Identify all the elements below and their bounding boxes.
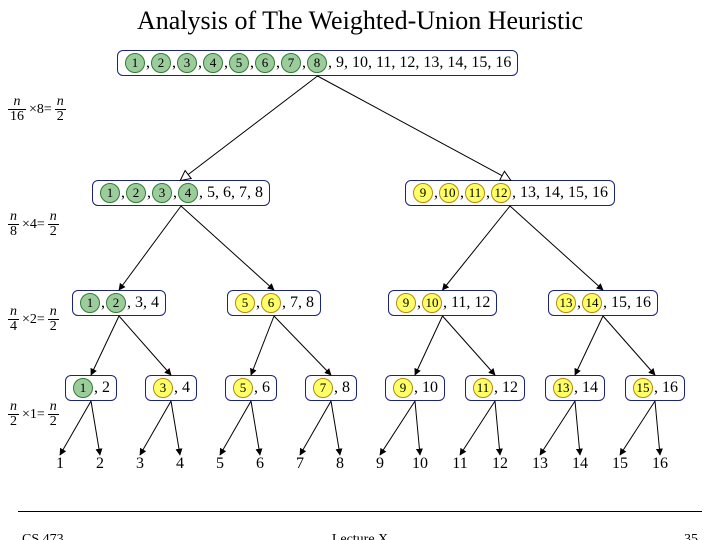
leaf-4: 4 <box>168 455 192 473</box>
tree-node-L3a: 1, 2 <box>65 375 117 401</box>
leaf-14: 14 <box>568 455 592 473</box>
circled-number: 11 <box>465 183 485 203</box>
node-tail: , 15, 16 <box>603 294 651 312</box>
tree-node-L2a: 1, 2, 3, 4 <box>72 290 166 316</box>
circled-number: 5 <box>229 53 249 73</box>
formula-2: n4×2=n2 <box>8 305 59 334</box>
node-tail: , 12 <box>494 379 518 397</box>
leaf-5: 5 <box>208 455 232 473</box>
tree-node-L3d: 7, 8 <box>305 375 357 401</box>
circled-number: 9 <box>396 293 416 313</box>
leaf-10: 10 <box>408 455 432 473</box>
tree-node-L3h: 15, 16 <box>625 375 685 401</box>
node-tail: , 5, 6, 7, 8 <box>199 184 263 202</box>
circled-number: 5 <box>233 378 253 398</box>
circled-number: 1 <box>100 183 120 203</box>
footer-rule <box>18 511 702 512</box>
circled-number: 15 <box>633 378 653 398</box>
circled-number: 7 <box>281 53 301 73</box>
node-tail: , 6 <box>254 379 270 397</box>
circled-number: 3 <box>152 183 172 203</box>
circled-number: 10 <box>439 183 459 203</box>
leaf-13: 13 <box>528 455 552 473</box>
leaf-6: 6 <box>248 455 272 473</box>
footer-right: 35 <box>684 532 698 540</box>
node-tail: , 14 <box>574 379 598 397</box>
circled-number: 4 <box>203 53 223 73</box>
formula-1: n8×4=n2 <box>8 210 59 239</box>
circled-number: 7 <box>313 378 333 398</box>
tree-node-L2d: 13, 14, 15, 16 <box>548 290 658 316</box>
leaf-3: 3 <box>128 455 152 473</box>
tree-node-L1a: 1, 2, 3, 4, 5, 6, 7, 8 <box>92 180 270 206</box>
leaf-2: 2 <box>88 455 112 473</box>
circled-number: 5 <box>235 293 255 313</box>
leaf-16: 16 <box>648 455 672 473</box>
circled-number: 3 <box>177 53 197 73</box>
node-tail: , 8 <box>334 379 350 397</box>
page-title: Analysis of The Weighted-Union Heuristic <box>0 6 720 36</box>
leaf-9: 9 <box>368 455 392 473</box>
node-tail: , 4 <box>174 379 190 397</box>
leaf-7: 7 <box>288 455 312 473</box>
leaf-11: 11 <box>448 455 472 473</box>
tree-node-L3e: 9, 10 <box>385 375 445 401</box>
circled-number: 11 <box>473 378 493 398</box>
circled-number: 1 <box>73 378 93 398</box>
circled-number: 10 <box>422 293 442 313</box>
circled-number: 9 <box>413 183 433 203</box>
circled-number: 14 <box>582 293 602 313</box>
tree-node-L1b: 9, 10, 11, 12, 13, 14, 15, 16 <box>405 180 615 206</box>
formula-3: n2×1=n2 <box>8 400 59 429</box>
node-tail: , 11, 12 <box>443 294 490 312</box>
circled-number: 8 <box>307 53 327 73</box>
tree-node-L2b: 5, 6, 7, 8 <box>227 290 321 316</box>
circled-number: 6 <box>255 53 275 73</box>
tree-node-L3g: 13, 14 <box>545 375 605 401</box>
formula-0: n16×8=n2 <box>8 95 66 124</box>
leaf-1: 1 <box>48 455 72 473</box>
leaf-8: 8 <box>328 455 352 473</box>
footer-center: Lecture X <box>0 532 720 540</box>
circled-number: 4 <box>178 183 198 203</box>
leaf-12: 12 <box>488 455 512 473</box>
circled-number: 13 <box>556 293 576 313</box>
node-tail: , 3, 4 <box>127 294 159 312</box>
node-tail: , 7, 8 <box>282 294 314 312</box>
circled-number: 2 <box>126 183 146 203</box>
node-tail: , 13, 14, 15, 16 <box>512 184 608 202</box>
tree-node-L2c: 9, 10, 11, 12 <box>388 290 497 316</box>
node-tail: , 2 <box>94 379 110 397</box>
circled-number: 2 <box>106 293 126 313</box>
circled-number: 1 <box>80 293 100 313</box>
tree-node-L3c: 5, 6 <box>225 375 277 401</box>
node-tail: , 10 <box>414 379 438 397</box>
circled-number: 6 <box>261 293 281 313</box>
node-tail: , 9, 10, 11, 12, 13, 14, 15, 16 <box>328 54 511 72</box>
circled-number: 2 <box>151 53 171 73</box>
circled-number: 12 <box>491 183 511 203</box>
tree-node-L3f: 11, 12 <box>465 375 525 401</box>
circled-number: 9 <box>393 378 413 398</box>
tree-node-L3b: 3, 4 <box>145 375 197 401</box>
circled-number: 3 <box>153 378 173 398</box>
node-tail: , 16 <box>654 379 678 397</box>
circled-number: 1 <box>125 53 145 73</box>
leaf-15: 15 <box>608 455 632 473</box>
tree-node-L0: 1, 2, 3, 4, 5, 6, 7, 8, 9, 10, 11, 12, 1… <box>117 50 518 76</box>
circled-number: 13 <box>553 378 573 398</box>
